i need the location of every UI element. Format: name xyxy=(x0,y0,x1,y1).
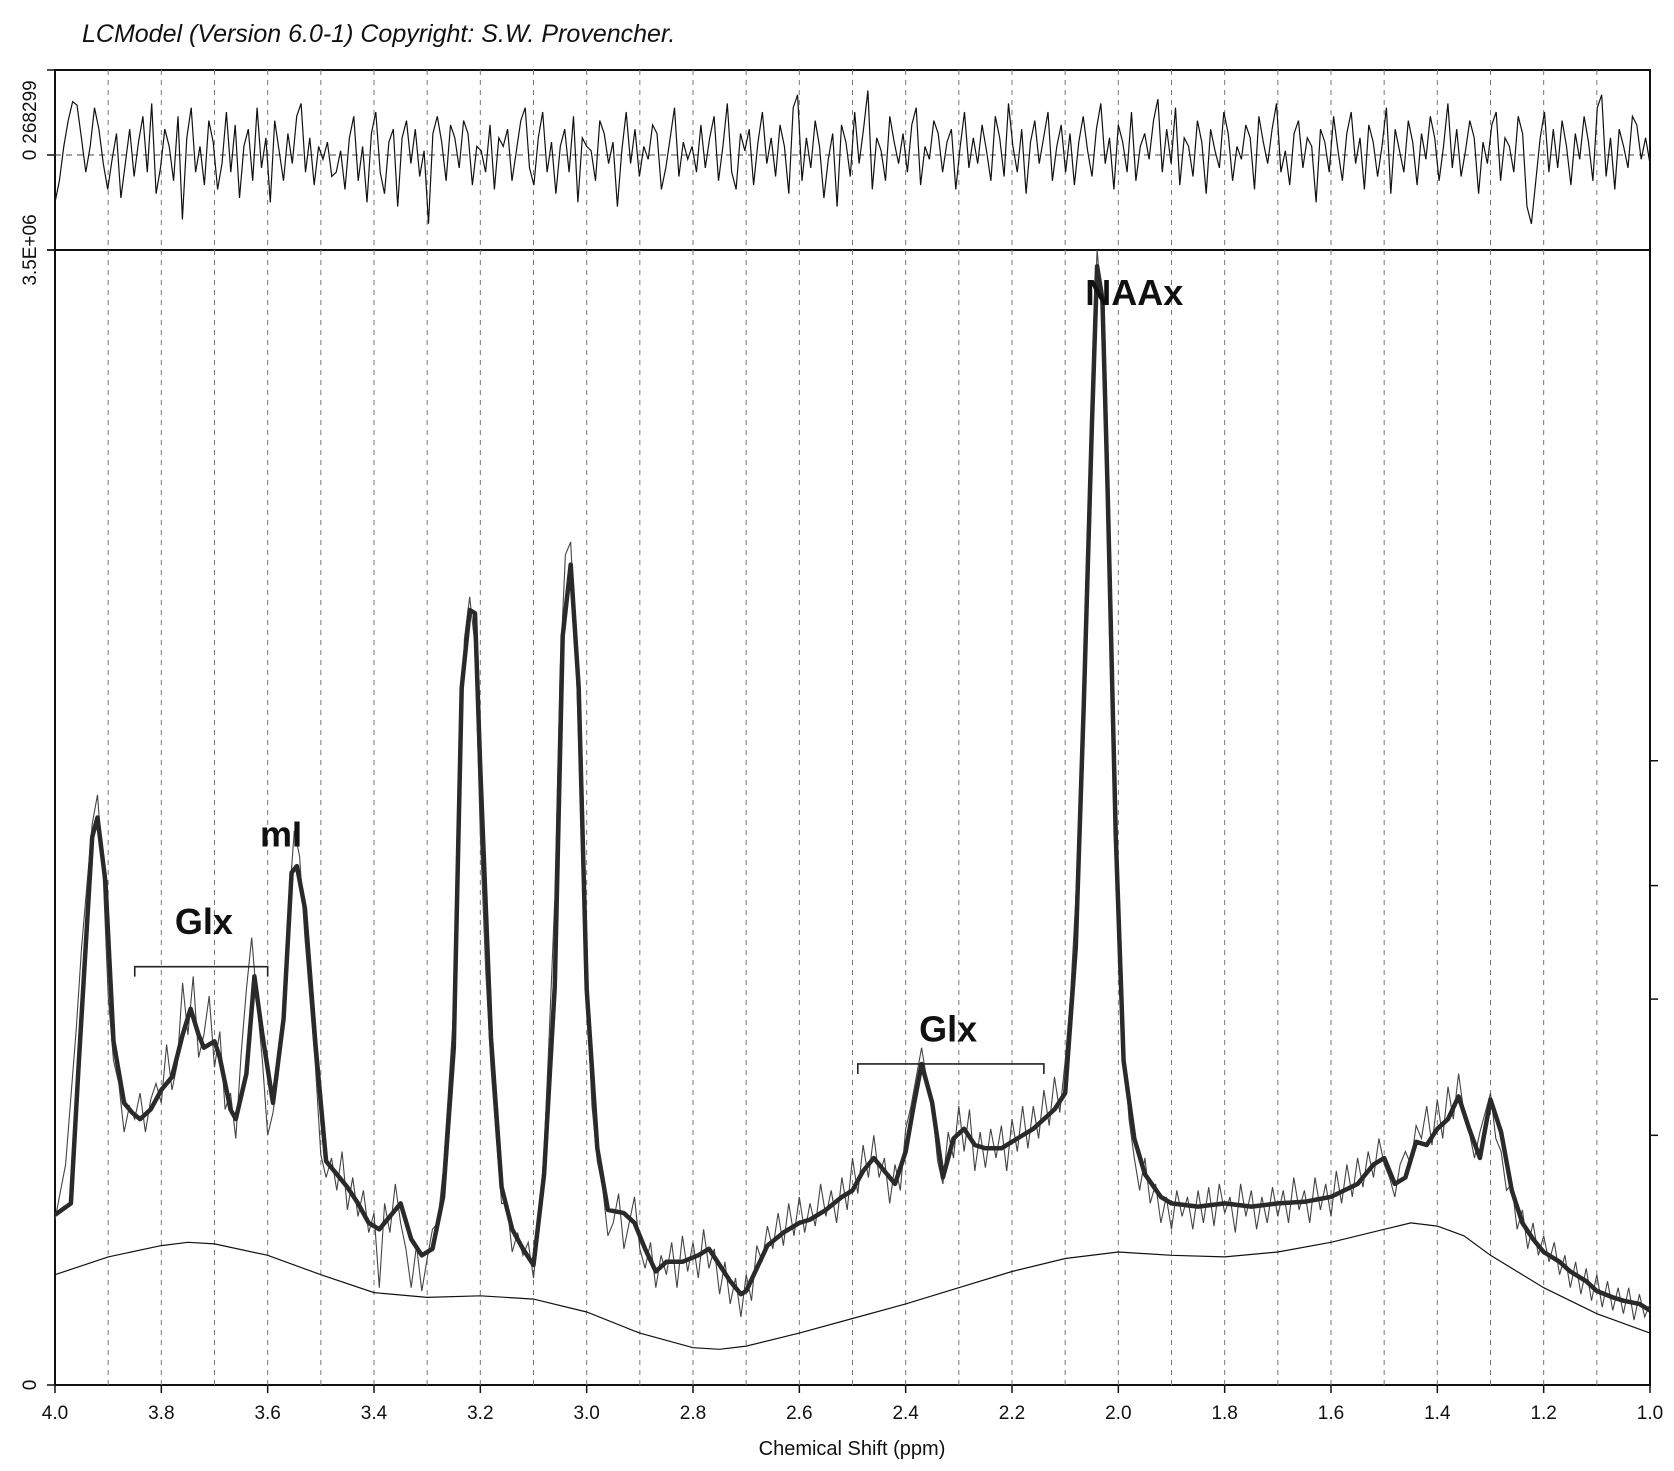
x-axis-ticks: 4.0 3.8 3.6 3.4 3.2 3.0 2.8 2.6 2.4 2.2 2.0 1.8 1.6 1… xyxy=(42,1385,1663,1424)
x-tick-label: 1.0 xyxy=(1637,1403,1663,1424)
residual-y-top-label: 268299 xyxy=(20,80,41,143)
main-y-top-label: 3.5E+06 xyxy=(20,214,41,285)
glx-brackets xyxy=(133,965,1045,1074)
header-text: LCModel (Version 6.0-1) Copyright: S.W. … xyxy=(82,20,675,48)
x-tick-label: 1.6 xyxy=(1318,1403,1344,1424)
x-tick-label: 2.2 xyxy=(999,1403,1025,1424)
x-tick-label: 3.0 xyxy=(573,1403,599,1424)
peak-label-mi: mI xyxy=(260,814,302,855)
fit-series-line xyxy=(53,263,1652,1313)
x-tick-label: 1.2 xyxy=(1530,1403,1556,1424)
peak-annotations: NAAx mI Glx Glx xyxy=(175,272,1183,1049)
residual-series-line xyxy=(54,90,1651,224)
main-y-zero-label: 0 xyxy=(20,1380,41,1391)
x-tick-label: 3.2 xyxy=(467,1403,493,1424)
x-tick-label: 4.0 xyxy=(42,1403,68,1424)
x-tick-label: 1.4 xyxy=(1424,1403,1451,1424)
peak-label-glx: Glx xyxy=(175,901,233,942)
peak-label-glx: Glx xyxy=(919,1008,977,1049)
x-tick-label: 2.8 xyxy=(680,1403,706,1424)
x-axis-label: Chemical Shift (ppm) xyxy=(759,1438,946,1460)
x-tick-label: 3.4 xyxy=(361,1403,388,1424)
x-tick-label: 3.6 xyxy=(254,1403,280,1424)
glx-bracket xyxy=(133,965,269,977)
peak-label-naax: NAAx xyxy=(1085,272,1183,313)
x-tick-label: 1.8 xyxy=(1211,1403,1237,1424)
x-tick-label: 2.0 xyxy=(1105,1403,1131,1424)
baseline-series-line xyxy=(54,1222,1651,1350)
x-tick-label: 2.4 xyxy=(892,1403,919,1424)
glx-bracket xyxy=(857,1063,1045,1074)
x-tick-label: 3.8 xyxy=(148,1403,174,1424)
y-axis-ticks xyxy=(47,69,1658,1386)
x-tick-label: 2.6 xyxy=(786,1403,812,1424)
residual-y-zero-label: 0 xyxy=(20,150,41,161)
